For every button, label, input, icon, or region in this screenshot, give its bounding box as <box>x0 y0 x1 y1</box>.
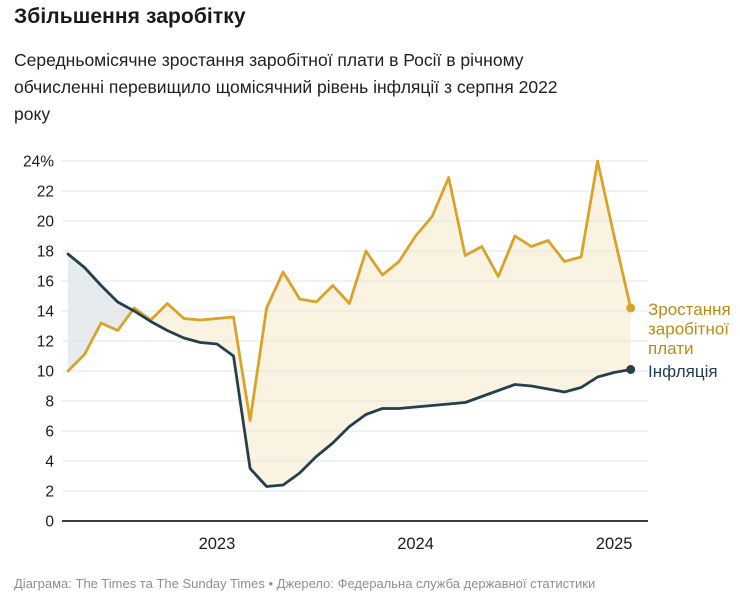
inflation-line <box>66 252 633 488</box>
x-axis-label: 2025 <box>596 535 633 553</box>
band-fill <box>68 254 133 371</box>
y-axis-label: 2 <box>45 484 54 501</box>
wage-growth-label: заробітної <box>648 320 729 339</box>
credit-line: Діаграма: The Times та The Sunday Times … <box>14 576 596 591</box>
y-axis-label: 18 <box>37 244 54 261</box>
inflation-label: Інфляція <box>648 362 718 381</box>
y-axis-label: 12 <box>37 334 54 351</box>
y-axis-label: 24% <box>23 154 54 171</box>
y-axis-label: 22 <box>37 184 54 201</box>
y-axis-label: 16 <box>37 274 54 291</box>
y-axis-label: 6 <box>45 424 54 441</box>
band-fill <box>132 161 631 487</box>
x-axis-label: 2024 <box>397 535 434 553</box>
x-axis-label: 2023 <box>199 535 236 553</box>
y-axis-label: 20 <box>37 214 55 231</box>
wage-growth-label: плати <box>648 339 694 358</box>
wage-growth-label: Зростання <box>648 300 731 319</box>
y-axis-label: 10 <box>37 364 55 381</box>
y-axis-label: 4 <box>45 454 54 471</box>
inflation-end-dot <box>626 365 636 374</box>
y-axis-label: 0 <box>45 514 54 531</box>
y-axis-label: 8 <box>45 394 54 411</box>
chart-subtitle: Середньомісячне зростання заробітної пла… <box>14 50 558 124</box>
wage-growth-end-dot <box>626 303 636 313</box>
chart-title: Збільшення заробітку <box>14 5 246 28</box>
y-axis-label: 14 <box>37 304 55 321</box>
wage-growth-line <box>66 159 633 422</box>
